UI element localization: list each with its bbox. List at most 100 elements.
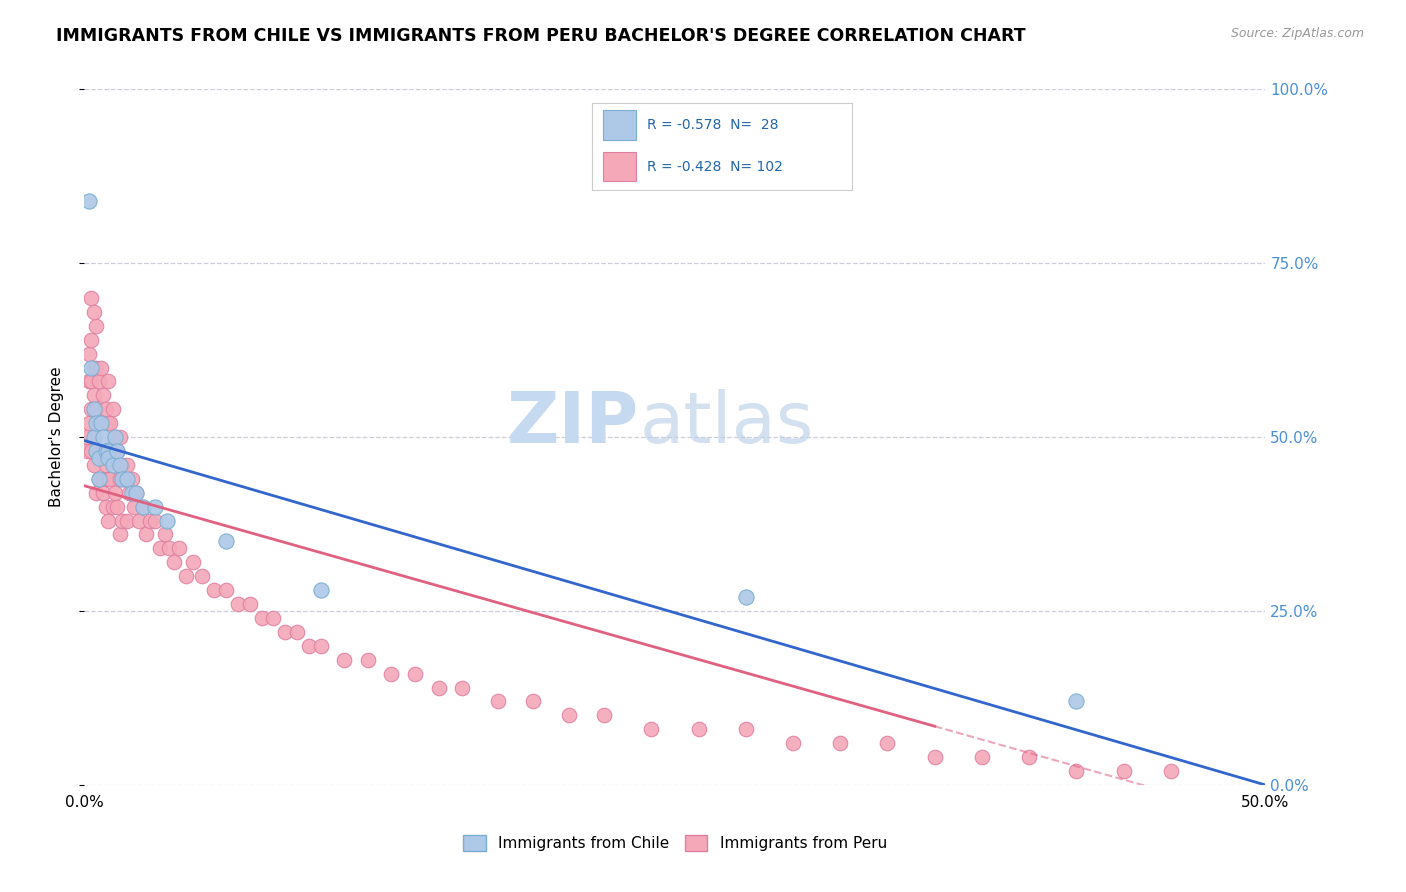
Point [90, 472, 112, 486]
Point [876, 736, 898, 750]
Point [87, 472, 110, 486]
Point [80, 360, 103, 375]
Point [118, 485, 141, 500]
Point [83, 430, 105, 444]
Point [108, 472, 131, 486]
Point [274, 624, 297, 639]
Point [226, 597, 249, 611]
Point [77, 375, 100, 389]
Point [104, 430, 127, 444]
Point [121, 472, 143, 486]
Point [77, 416, 100, 430]
Point [107, 444, 129, 458]
Point [181, 555, 204, 569]
Point [734, 723, 756, 737]
Point [76, 444, 98, 458]
Point [298, 639, 321, 653]
Point [734, 590, 756, 604]
Point [132, 500, 155, 514]
Point [97, 472, 120, 486]
Text: IMMIGRANTS FROM CHILE VS IMMIGRANTS FROM PERU BACHELOR'S DEGREE CORRELATION CHAR: IMMIGRANTS FROM CHILE VS IMMIGRANTS FROM… [56, 27, 1026, 45]
Point [1112, 764, 1135, 778]
Point [215, 583, 238, 598]
Legend: Immigrants from Chile, Immigrants from Peru: Immigrants from Chile, Immigrants from P… [457, 830, 893, 857]
Point [83, 305, 105, 319]
Point [115, 514, 138, 528]
Point [262, 611, 284, 625]
Point [139, 514, 162, 528]
Point [149, 541, 172, 556]
Point [83, 402, 105, 417]
Point [97, 416, 120, 430]
Point [90, 416, 112, 430]
Point [101, 500, 124, 514]
Point [94, 444, 117, 458]
Point [87, 472, 110, 486]
Point [101, 458, 124, 472]
Point [108, 458, 131, 472]
Point [451, 681, 474, 695]
Point [77, 346, 100, 360]
Point [84, 444, 107, 458]
Bar [603, 152, 637, 181]
Point [115, 458, 138, 472]
Point [77, 194, 100, 208]
Point [163, 555, 186, 569]
Point [239, 597, 262, 611]
Point [83, 360, 105, 375]
Point [122, 500, 145, 514]
Point [90, 416, 112, 430]
Point [333, 653, 356, 667]
Point [83, 430, 105, 444]
Point [125, 485, 148, 500]
Point [1066, 694, 1088, 708]
Point [830, 736, 852, 750]
Point [107, 444, 129, 458]
Point [111, 472, 134, 486]
Point [128, 514, 150, 528]
Text: atlas: atlas [640, 389, 814, 458]
Point [1160, 764, 1182, 778]
Point [427, 681, 450, 695]
Point [404, 666, 426, 681]
Point [593, 708, 616, 723]
Text: Source: ZipAtlas.com: Source: ZipAtlas.com [1230, 27, 1364, 40]
Point [91, 444, 114, 458]
Text: ZIP: ZIP [508, 389, 640, 458]
Point [1018, 750, 1040, 764]
Point [924, 750, 946, 764]
Point [782, 736, 804, 750]
Text: R = -0.428  N= 102: R = -0.428 N= 102 [647, 160, 783, 174]
Text: R = -0.578  N=  28: R = -0.578 N= 28 [647, 118, 779, 132]
Point [115, 472, 138, 486]
Point [98, 416, 121, 430]
Point [98, 472, 121, 486]
Point [1066, 764, 1088, 778]
Point [84, 402, 107, 417]
Point [111, 458, 134, 472]
Point [486, 694, 509, 708]
Point [157, 541, 180, 556]
Point [84, 360, 107, 375]
Point [90, 360, 112, 375]
Point [143, 500, 166, 514]
Point [84, 485, 107, 500]
Point [167, 541, 190, 556]
Point [557, 708, 579, 723]
Point [83, 458, 105, 472]
Point [250, 611, 273, 625]
Point [97, 375, 120, 389]
Point [121, 485, 143, 500]
Point [94, 500, 117, 514]
Point [101, 402, 124, 417]
Point [84, 318, 107, 333]
Point [111, 514, 134, 528]
Point [174, 569, 197, 583]
Point [97, 514, 120, 528]
Bar [603, 110, 637, 140]
Point [84, 416, 107, 430]
Point [357, 653, 380, 667]
Point [84, 444, 107, 458]
Point [76, 430, 98, 444]
Point [132, 500, 155, 514]
